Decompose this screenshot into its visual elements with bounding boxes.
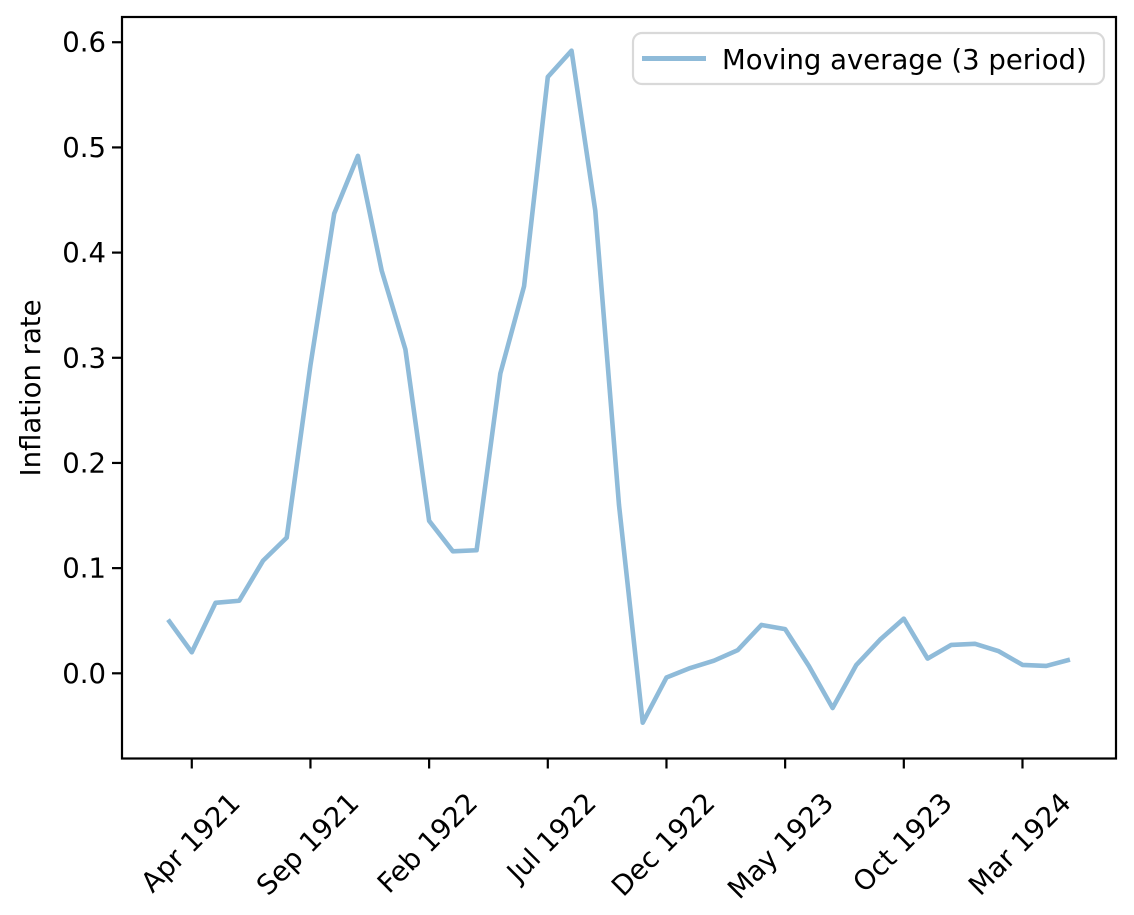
x-axis-ticks: Apr 1921 Sep 1921 Feb 1922 Jul 1922 Dec 1922…	[135, 758, 1077, 906]
y-axis-ticks: 0.0 0.1 0.2 0.3 0.4 0.5 0.6	[62, 27, 122, 690]
x-tick-label: Apr 1921	[135, 787, 247, 899]
x-tick-label: Feb 1922	[371, 787, 484, 900]
x-tick-label: May 1923	[722, 787, 841, 906]
y-tick-label: 0.5	[62, 132, 106, 164]
x-tick-label: Dec 1922	[605, 787, 721, 903]
y-tick-label: 0.3	[62, 342, 106, 374]
legend-box	[631, 31, 1106, 86]
moving-average-line	[166, 48, 1071, 726]
x-tick-label: Mar 1924	[962, 787, 1077, 902]
plot-frame	[120, 15, 1118, 760]
legend: Moving average (3 period)	[631, 31, 1106, 86]
y-tick-label: 0.6	[62, 27, 106, 59]
y-tick-label: 0.4	[62, 237, 106, 269]
x-tick-label: Oct 1923	[847, 787, 959, 899]
legend-label: Moving average (3 period)	[722, 44, 1087, 76]
y-tick-label: 0.2	[62, 447, 106, 479]
x-tick-label: Jul 1922	[500, 787, 603, 890]
y-axis-label: Inflation rate	[15, 300, 47, 477]
x-tick-label: Sep 1921	[250, 787, 365, 902]
y-tick-label: 0.1	[62, 553, 106, 585]
y-tick-label: 0.0	[62, 658, 106, 690]
